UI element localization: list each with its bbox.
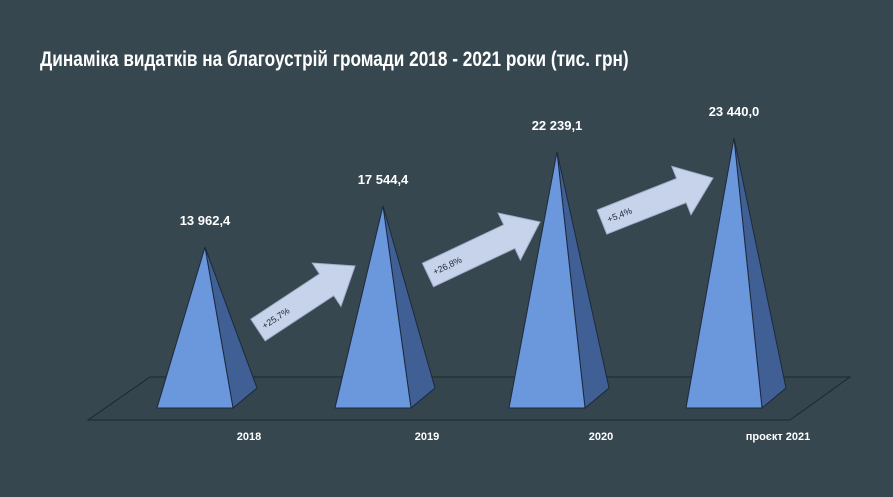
- category-label-3: проєкт 2021: [746, 431, 811, 443]
- growth-arrow-2: +5,4%: [596, 165, 714, 235]
- value-label-2: 22 239,1: [532, 118, 583, 133]
- category-label-2: 2020: [589, 431, 613, 443]
- growth-arrow-shape-1: [421, 212, 541, 288]
- pyramid-bar-0: [156, 247, 234, 409]
- value-label-0: 13 962,4: [180, 213, 231, 228]
- growth-arrow-shape-2: [596, 165, 714, 235]
- chart-floor: [86, 376, 852, 421]
- pyramid-bar-1: [334, 205, 412, 409]
- category-label-0: 2018: [237, 431, 261, 443]
- pyramid-bar-2: [508, 151, 586, 409]
- value-label-3: 23 440,0: [709, 104, 760, 119]
- growth-arrow-shape-0: [250, 262, 356, 342]
- value-label-1: 17 544,4: [358, 172, 409, 187]
- growth-arrow-1: +26,8%: [421, 212, 541, 288]
- category-label-1: 2019: [415, 431, 439, 443]
- page-title: Динаміка видатків на благоустрій громади…: [40, 48, 629, 71]
- growth-arrow-0: +25,7%: [250, 262, 356, 342]
- pyramid-bar-3: [685, 137, 763, 409]
